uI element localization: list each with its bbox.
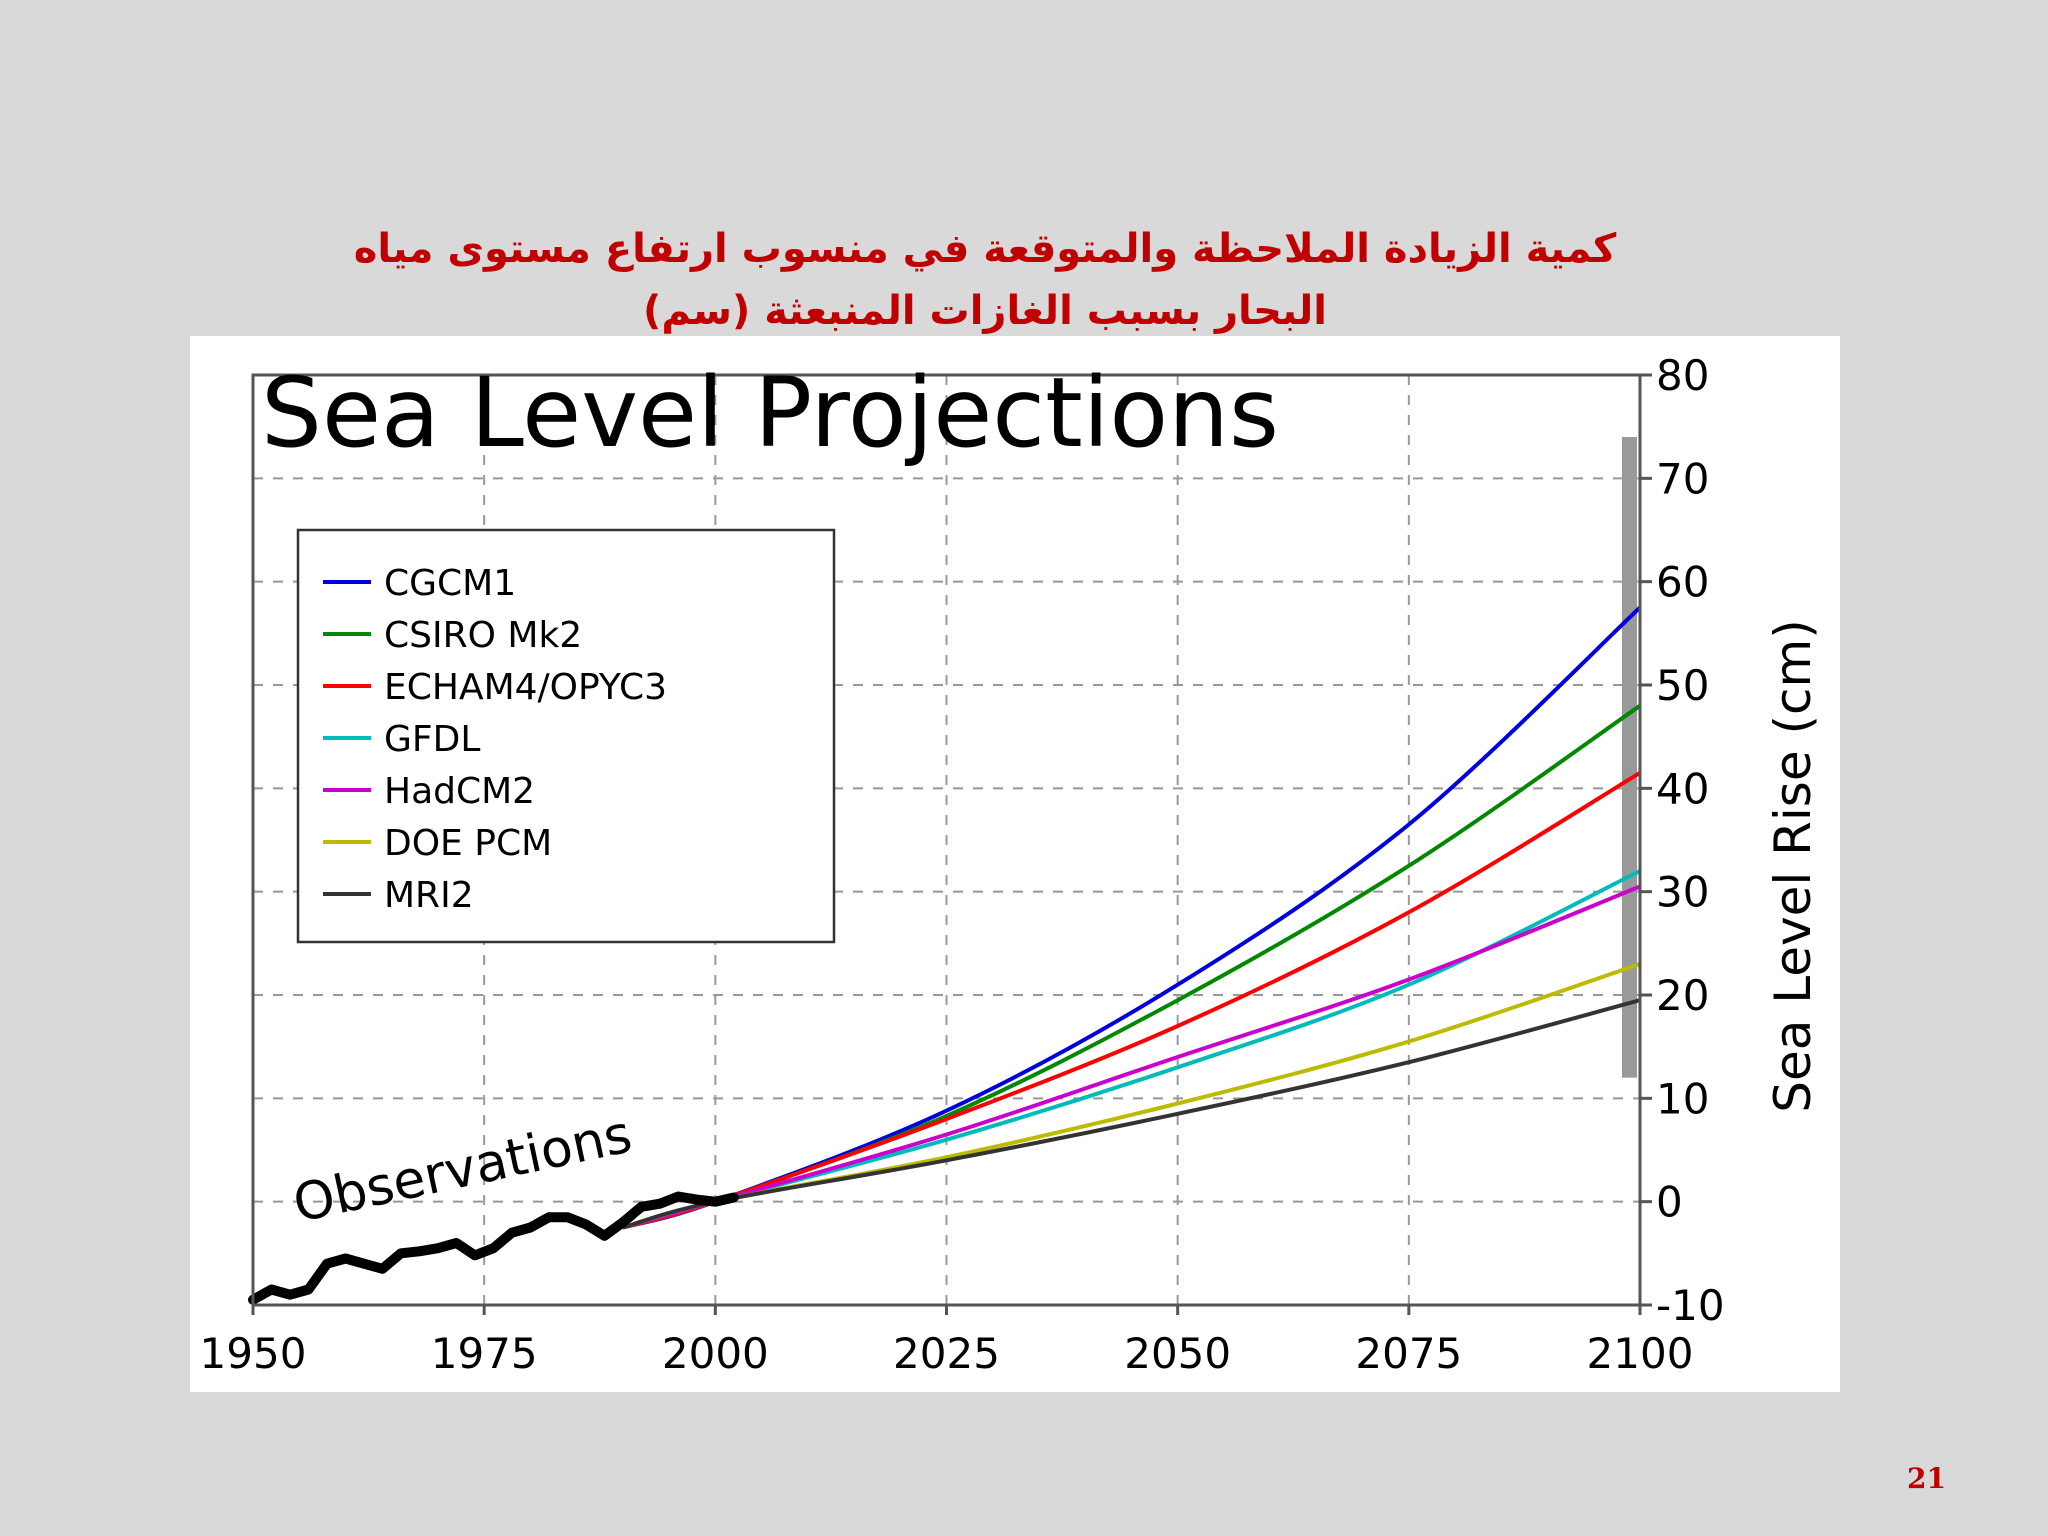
- y-tick-label: 70: [1656, 454, 1709, 503]
- observations-annotation: Observations: [288, 1105, 637, 1235]
- y-tick-label: 40: [1656, 764, 1709, 813]
- y-axis-label: Sea Level Rise (cm): [1764, 619, 1822, 1112]
- chart-panel: 1950 1975 2000 2025 2050 2075 2100 80 70 60 50 40 30…: [190, 336, 1840, 1392]
- y-tick-label: 80: [1656, 351, 1709, 400]
- legend-label: HadCM2: [384, 771, 535, 812]
- page-number: 21: [1907, 1462, 1946, 1495]
- observations-line: [248, 1191, 739, 1305]
- y-tick-label: 50: [1656, 661, 1709, 710]
- x-tick-label: 1975: [431, 1329, 538, 1378]
- projection-range-bar: [1622, 437, 1637, 1078]
- x-tick-label: 2000: [662, 1329, 769, 1378]
- slide-title-line2: البحار بسبب الغازات المنبعثة (سم): [643, 288, 1327, 334]
- y-tick-label: 30: [1656, 868, 1709, 917]
- legend-label: DOE PCM: [384, 823, 552, 864]
- axis-layer: 1950 1975 2000 2025 2050 2075 2100 80 70 60 50 40 30…: [200, 351, 1725, 1378]
- legend-box: [296, 528, 836, 944]
- y-tick-label: 10: [1656, 1074, 1709, 1123]
- legend-label: ECHAM4/OPYC3: [384, 667, 667, 708]
- y-tick-label: -10: [1656, 1281, 1725, 1330]
- y-tick-label: 20: [1656, 971, 1709, 1020]
- x-tick-label: 2025: [893, 1329, 1000, 1378]
- legend-label: CSIRO Mk2: [384, 615, 582, 656]
- x-tick-label: 2050: [1124, 1329, 1231, 1378]
- range-layer: [1622, 437, 1637, 1078]
- legend-label: GFDL: [384, 719, 480, 760]
- y-tick-label: 0: [1656, 1178, 1683, 1227]
- slide-title-line1: كمية الزيادة الملاحظة والمتوقعة في منسوب…: [353, 226, 1617, 272]
- x-tick-label: 1950: [200, 1329, 307, 1378]
- chart-title: Sea Level Projections: [261, 357, 1279, 469]
- series-layer: [248, 606, 1642, 1305]
- x-tick-label: 2100: [1587, 1329, 1694, 1378]
- x-tick-label: 2075: [1355, 1329, 1462, 1378]
- sea-level-chart: 1950 1975 2000 2025 2050 2075 2100 80 70 60 50 40 30…: [200, 351, 1822, 1378]
- y-tick-label: 60: [1656, 558, 1709, 607]
- slide-title: كمية الزيادة الملاحظة والمتوقعة في منسوب…: [150, 218, 1820, 342]
- legend-label: CGCM1: [384, 563, 516, 604]
- series-line-doe-pcm: [622, 962, 1641, 1230]
- legend: CGCM1 CSIRO Mk2 ECHAM4/OPYC3 GFDL HadCM2 DOE …: [296, 528, 836, 944]
- legend-label: MRI2: [384, 875, 474, 916]
